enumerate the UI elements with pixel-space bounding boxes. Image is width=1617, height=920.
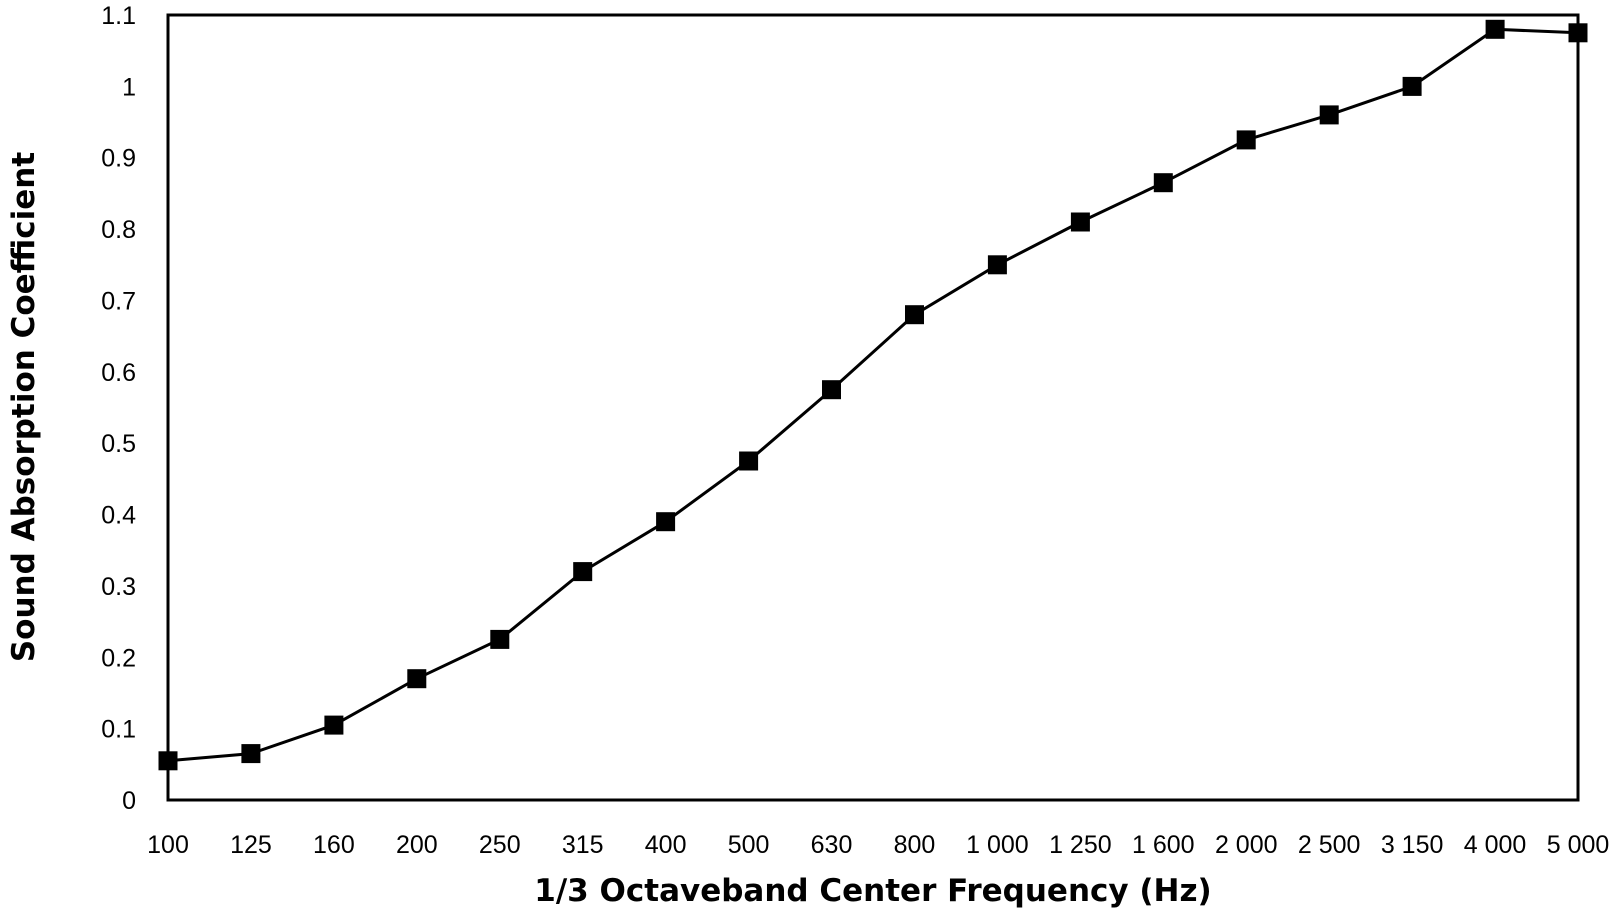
y-axis-title: Sound Absorption Coefficient (6, 152, 42, 663)
x-tick-label: 160 (313, 831, 355, 859)
data-point-marker (1236, 130, 1256, 150)
y-tick-label: 1.1 (101, 2, 136, 30)
x-tick-label: 2 500 (1298, 831, 1361, 859)
y-tick-label: 0.6 (101, 359, 136, 387)
data-point-marker (407, 669, 427, 689)
y-tick-label: 0.4 (101, 502, 136, 530)
y-tick-label: 0.9 (101, 145, 136, 173)
x-tick-label: 1 000 (966, 831, 1029, 859)
y-tick-label: 0.5 (101, 430, 136, 458)
x-tick-label: 1 600 (1132, 831, 1195, 859)
y-axis-tick-labels: 0 0.1 0.2 0.3 0.4 0.5 0.6 0.7 0.8 0.9 1 1.1 (101, 2, 136, 815)
series-line (167, 27, 1579, 763)
data-point-marker (1070, 212, 1090, 232)
data-point-marker (490, 629, 510, 649)
y-tick-label: 0.7 (101, 287, 136, 315)
x-tick-label: 2 000 (1215, 831, 1278, 859)
data-point-marker (241, 744, 261, 764)
x-tick-label: 1 250 (1049, 831, 1112, 859)
x-tick-label: 400 (645, 831, 687, 859)
plot-area (166, 13, 1580, 802)
x-tick-label: 5 000 (1547, 831, 1610, 859)
data-point-marker (987, 255, 1007, 275)
y-tick-label: 0.1 (101, 716, 136, 744)
x-tick-label: 630 (811, 831, 853, 859)
x-tick-label: 200 (396, 831, 438, 859)
data-point-marker (573, 562, 593, 582)
data-point-marker (905, 305, 924, 325)
data-point-marker (158, 751, 178, 771)
data-point-marker (1568, 23, 1588, 43)
data-point-marker (656, 512, 676, 532)
y-tick-label: 1 (122, 73, 136, 101)
x-axis-title: 1/3 Octaveband Center Frequency (Hz) (534, 873, 1211, 909)
x-tick-label: 800 (894, 831, 936, 859)
y-tick-label: 0 (122, 787, 136, 815)
data-point-marker (1485, 19, 1505, 39)
x-tick-label: 4 000 (1464, 831, 1527, 859)
x-tick-label: 500 (728, 831, 770, 859)
data-point-marker (1153, 173, 1173, 193)
x-tick-label: 315 (562, 831, 604, 859)
x-tick-label: 100 (147, 831, 189, 859)
y-tick-label: 0.3 (101, 573, 136, 601)
x-axis-tick-labels: 100 125 160 200 250 315 400 500 630 800 1 000 1 250… (147, 831, 1609, 859)
data-point-marker (324, 715, 344, 735)
data-markers (158, 19, 1588, 771)
y-tick-label: 0.2 (101, 644, 136, 672)
data-point-marker (1319, 105, 1339, 125)
x-tick-label: 250 (479, 831, 521, 859)
x-tick-label: 125 (230, 831, 272, 859)
data-point-marker (739, 451, 759, 471)
x-tick-label: 3 150 (1381, 831, 1444, 859)
data-point-marker (822, 380, 841, 400)
data-point-marker (1402, 76, 1422, 96)
y-tick-label: 0.8 (101, 216, 136, 244)
